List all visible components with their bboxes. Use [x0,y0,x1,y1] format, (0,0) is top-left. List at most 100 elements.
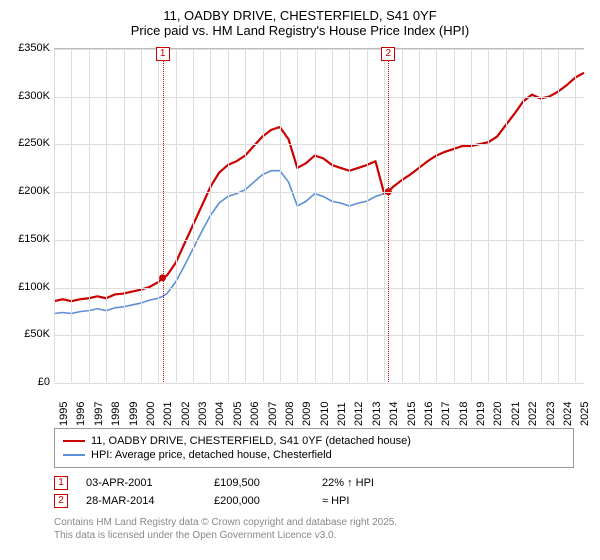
transaction-hpi-2: ≈ HPI [322,495,442,507]
x-tick-label: 2021 [510,402,522,426]
y-tick-label: £300K [18,90,50,102]
transaction-hpi-1: 22% ↑ HPI [322,477,442,489]
x-tick-label: 2014 [388,402,400,426]
x-tick-label: 2006 [249,402,261,426]
marker-box: 2 [381,47,395,61]
legend-swatch-hpi [63,454,85,456]
series-property [54,73,584,301]
legend: 11, OADBY DRIVE, CHESTERFIELD, S41 0YF (… [54,428,574,468]
transaction-date-1: 03-APR-2001 [86,477,196,489]
y-tick-label: £150K [18,233,50,245]
x-tick-label: 1995 [58,402,70,426]
legend-text-hpi: HPI: Average price, detached house, Ches… [91,449,332,461]
title-address: 11, OADBY DRIVE, CHESTERFIELD, S41 0YF [10,8,590,23]
gridline-h [54,240,584,241]
x-tick-label: 1999 [128,402,140,426]
gridline-v [228,49,229,382]
y-tick-label: £350K [18,42,50,54]
gridline-v [349,49,350,382]
gridline-v [419,49,420,382]
x-tick-label: 2001 [162,402,174,426]
x-tick-label: 2024 [562,402,574,426]
gridline-v [176,49,177,382]
x-tick-label: 2013 [371,402,383,426]
gridline-h [54,335,584,336]
footer-line2: This data is licensed under the Open Gov… [54,529,590,542]
x-tick-label: 2003 [197,402,209,426]
gridline-v [523,49,524,382]
x-tick-label: 2005 [232,402,244,426]
gridline-v [297,49,298,382]
gridline-h [54,383,584,384]
legend-row-property: 11, OADBY DRIVE, CHESTERFIELD, S41 0YF (… [63,435,565,447]
y-tick-label: £50K [24,328,50,340]
plot-region: 12 [54,48,584,382]
gridline-v [315,49,316,382]
gridline-v [541,49,542,382]
x-tick-label: 2022 [527,402,539,426]
y-tick-label: £0 [38,376,50,388]
y-tick-label: £100K [18,281,50,293]
x-tick-label: 2025 [579,402,591,426]
x-tick-label: 2009 [301,402,313,426]
gridline-v [158,49,159,382]
gridline-v [471,49,472,382]
gridline-h [54,288,584,289]
x-tick-label: 2015 [406,402,418,426]
gridline-v [506,49,507,382]
y-tick-label: £250K [18,137,50,149]
series-hpi [54,73,584,314]
x-tick-label: 2019 [475,402,487,426]
gridline-v [402,49,403,382]
footer-attribution: Contains HM Land Registry data © Crown c… [54,516,590,542]
x-tick-label: 2018 [458,402,470,426]
legend-row-hpi: HPI: Average price, detached house, Ches… [63,449,565,461]
x-tick-label: 2011 [336,402,348,426]
transaction-marker-2: 2 [54,494,68,508]
gridline-v [454,49,455,382]
gridline-v [367,49,368,382]
gridline-h [54,144,584,145]
legend-swatch-property [63,440,85,442]
transaction-price-2: £200,000 [214,495,304,507]
x-tick-label: 2017 [440,402,452,426]
gridline-v [332,49,333,382]
gridline-v [575,49,576,382]
marker-line [163,49,164,382]
title-subtitle: Price paid vs. HM Land Registry's House … [10,23,590,38]
gridline-v [488,49,489,382]
chart-title: 11, OADBY DRIVE, CHESTERFIELD, S41 0YF P… [10,8,590,38]
y-tick-label: £200K [18,185,50,197]
gridline-v [106,49,107,382]
gridline-v [141,49,142,382]
x-tick-label: 2004 [214,402,226,426]
legend-text-property: 11, OADBY DRIVE, CHESTERFIELD, S41 0YF (… [91,435,411,447]
x-tick-label: 2002 [180,402,192,426]
gridline-v [124,49,125,382]
gridline-v [193,49,194,382]
gridline-v [89,49,90,382]
gridline-v [54,49,55,382]
transaction-row-1: 1 03-APR-2001 £109,500 22% ↑ HPI [54,476,574,490]
transaction-date-2: 28-MAR-2014 [86,495,196,507]
gridline-h [54,49,584,50]
line-series-svg [54,49,584,382]
gridline-h [54,97,584,98]
transaction-marker-1: 1 [54,476,68,490]
gridline-v [210,49,211,382]
chart-area: 12 £0£50K£100K£150K£200K£250K£300K£350K1… [10,42,590,422]
transaction-price-1: £109,500 [214,477,304,489]
gridline-v [263,49,264,382]
x-tick-label: 2016 [423,402,435,426]
x-tick-label: 2020 [492,402,504,426]
x-tick-label: 1998 [110,402,122,426]
gridline-v [436,49,437,382]
x-tick-label: 2012 [353,402,365,426]
gridline-h [54,192,584,193]
transaction-row-2: 2 28-MAR-2014 £200,000 ≈ HPI [54,494,574,508]
transaction-table: 1 03-APR-2001 £109,500 22% ↑ HPI 2 28-MA… [54,476,574,508]
x-tick-label: 1996 [75,402,87,426]
footer-line1: Contains HM Land Registry data © Crown c… [54,516,590,529]
marker-line [388,49,389,382]
gridline-v [245,49,246,382]
